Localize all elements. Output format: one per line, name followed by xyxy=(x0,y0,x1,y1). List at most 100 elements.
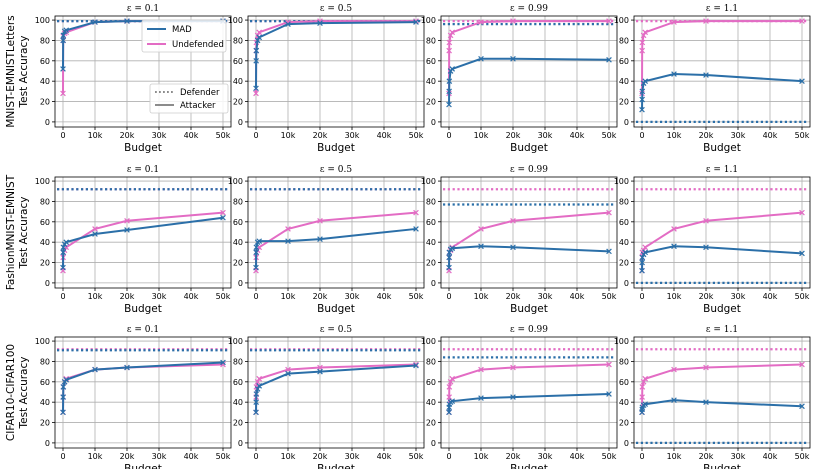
x-tick-label: 50k xyxy=(216,292,231,301)
y-tick-label: 80 xyxy=(40,36,50,45)
undefended-marker xyxy=(478,226,484,232)
mad-marker xyxy=(60,249,66,256)
undefended-marker xyxy=(449,375,456,382)
undefended-attacker-line xyxy=(641,211,803,271)
mad-marker xyxy=(63,27,70,34)
mad-marker xyxy=(413,19,419,25)
y-tick-label: 0 xyxy=(431,439,436,448)
x-axis-label: Budget xyxy=(703,463,741,469)
mad-marker xyxy=(446,101,452,108)
y-tick-label: 20 xyxy=(40,419,50,428)
y-tick-label: 0 xyxy=(431,118,436,127)
x-tick-label: 40k xyxy=(184,452,199,461)
mad-marker xyxy=(60,66,66,72)
x-axis-label: Budget xyxy=(703,142,741,154)
undefended-marker xyxy=(254,378,261,385)
mad-attacker-line xyxy=(641,73,803,110)
x-tick-label: 30k xyxy=(731,131,746,140)
row-label-metric: Test Accuracy xyxy=(18,357,30,430)
y-tick-label: 80 xyxy=(426,197,436,206)
x-axis-label: Budget xyxy=(124,463,162,469)
mad-marker xyxy=(256,238,263,244)
x-axis-label: Budget xyxy=(510,463,548,469)
mad-marker xyxy=(60,264,66,271)
x-tick-label: 30k xyxy=(538,292,553,301)
undefended-marker xyxy=(124,217,130,224)
mad-marker xyxy=(606,56,612,63)
undefended-marker xyxy=(253,90,259,97)
y-tick-label: 40 xyxy=(426,77,436,86)
x-tick-label: 30k xyxy=(538,452,553,461)
x-tick-label: 10k xyxy=(667,452,682,461)
x-tick-label: 0 xyxy=(639,452,644,461)
x-axis-label: Budget xyxy=(124,142,162,154)
mad-marker xyxy=(639,96,645,103)
panel-title: ε = 0.5 xyxy=(320,4,353,14)
y-tick-label: 60 xyxy=(426,57,436,66)
x-tick-label: 10k xyxy=(281,131,296,140)
mad-attacker-line xyxy=(448,393,610,413)
y-tick-label: 60 xyxy=(426,218,436,227)
panel-r0-c2: 0 10k 20k 30k 40k 50k 0 20 40 60 80 100 Budget ε = 0.… xyxy=(421,4,618,154)
x-tick-label: 40k xyxy=(377,131,392,140)
x-tick-label: 0 xyxy=(60,452,65,461)
x-tick-label: 50k xyxy=(216,452,231,461)
x-tick-label: 50k xyxy=(795,292,810,301)
x-tick-label: 0 xyxy=(639,292,644,301)
mad-marker xyxy=(253,244,260,251)
y-tick-label: 0 xyxy=(624,439,629,448)
x-tick-label: 50k xyxy=(602,452,617,461)
mad-marker xyxy=(446,264,452,271)
y-tick-label: 60 xyxy=(40,378,50,387)
y-tick-label: 40 xyxy=(233,238,243,247)
x-tick-label: 0 xyxy=(60,131,65,140)
mad-marker xyxy=(60,384,67,390)
row-label-dataset: FashionMNIST-EMNIST xyxy=(5,174,17,290)
mad-marker xyxy=(446,88,452,95)
mad-marker xyxy=(671,397,677,403)
x-tick-label: 40k xyxy=(184,292,199,301)
mad-marker xyxy=(639,406,645,413)
undefended-marker xyxy=(799,18,805,24)
mad-marker xyxy=(220,214,226,221)
mad-marker xyxy=(253,249,259,256)
row-label-metric: Test Accuracy xyxy=(18,197,30,270)
undefended-marker xyxy=(606,18,612,24)
x-tick-label: 10k xyxy=(667,292,682,301)
y-tick-label: 20 xyxy=(426,259,436,268)
x-tick-label: 40k xyxy=(763,131,778,140)
undefended-marker xyxy=(285,226,291,232)
x-tick-label: 10k xyxy=(474,452,489,461)
mad-marker xyxy=(639,88,646,95)
x-tick-label: 20k xyxy=(506,131,521,140)
panel-title: ε = 0.99 xyxy=(510,165,548,175)
y-tick-label: 60 xyxy=(619,57,629,66)
x-axis-label: Budget xyxy=(317,142,355,154)
panel-r0-c1: 0 10k 20k 30k 40k 50k 0 20 40 60 80 100 Budget ε = 0.… xyxy=(228,4,425,154)
y-tick-label: 0 xyxy=(45,279,50,288)
x-tick-label: 50k xyxy=(216,131,231,140)
x-axis-label: Budget xyxy=(317,463,355,469)
mad-marker xyxy=(92,19,98,25)
x-tick-label: 20k xyxy=(120,452,135,461)
undefended-marker xyxy=(510,364,516,371)
x-axis-label: Budget xyxy=(317,303,355,315)
undefended-marker xyxy=(449,29,456,36)
x-tick-label: 20k xyxy=(313,292,328,301)
y-tick-label: 0 xyxy=(238,439,243,448)
mad-marker xyxy=(124,227,130,233)
x-tick-label: 0 xyxy=(446,131,451,140)
y-tick-label: 100 xyxy=(421,337,436,346)
undefended-marker xyxy=(446,394,452,400)
x-tick-label: 20k xyxy=(506,452,521,461)
mad-marker xyxy=(606,391,612,397)
mad-marker xyxy=(449,245,456,252)
y-tick-label: 0 xyxy=(238,279,243,288)
x-tick-label: 40k xyxy=(377,292,392,301)
x-tick-label: 40k xyxy=(763,452,778,461)
panel-title: ε = 1.1 xyxy=(706,325,738,335)
y-tick-label: 60 xyxy=(233,378,243,387)
panel-r2-c1: 0 10k 20k 30k 40k 50k 0 20 40 60 80 100 Budget ε = 0.… xyxy=(228,325,425,469)
legend-label-defender: Defender xyxy=(180,88,220,98)
panel-title: ε = 0.5 xyxy=(320,165,353,175)
